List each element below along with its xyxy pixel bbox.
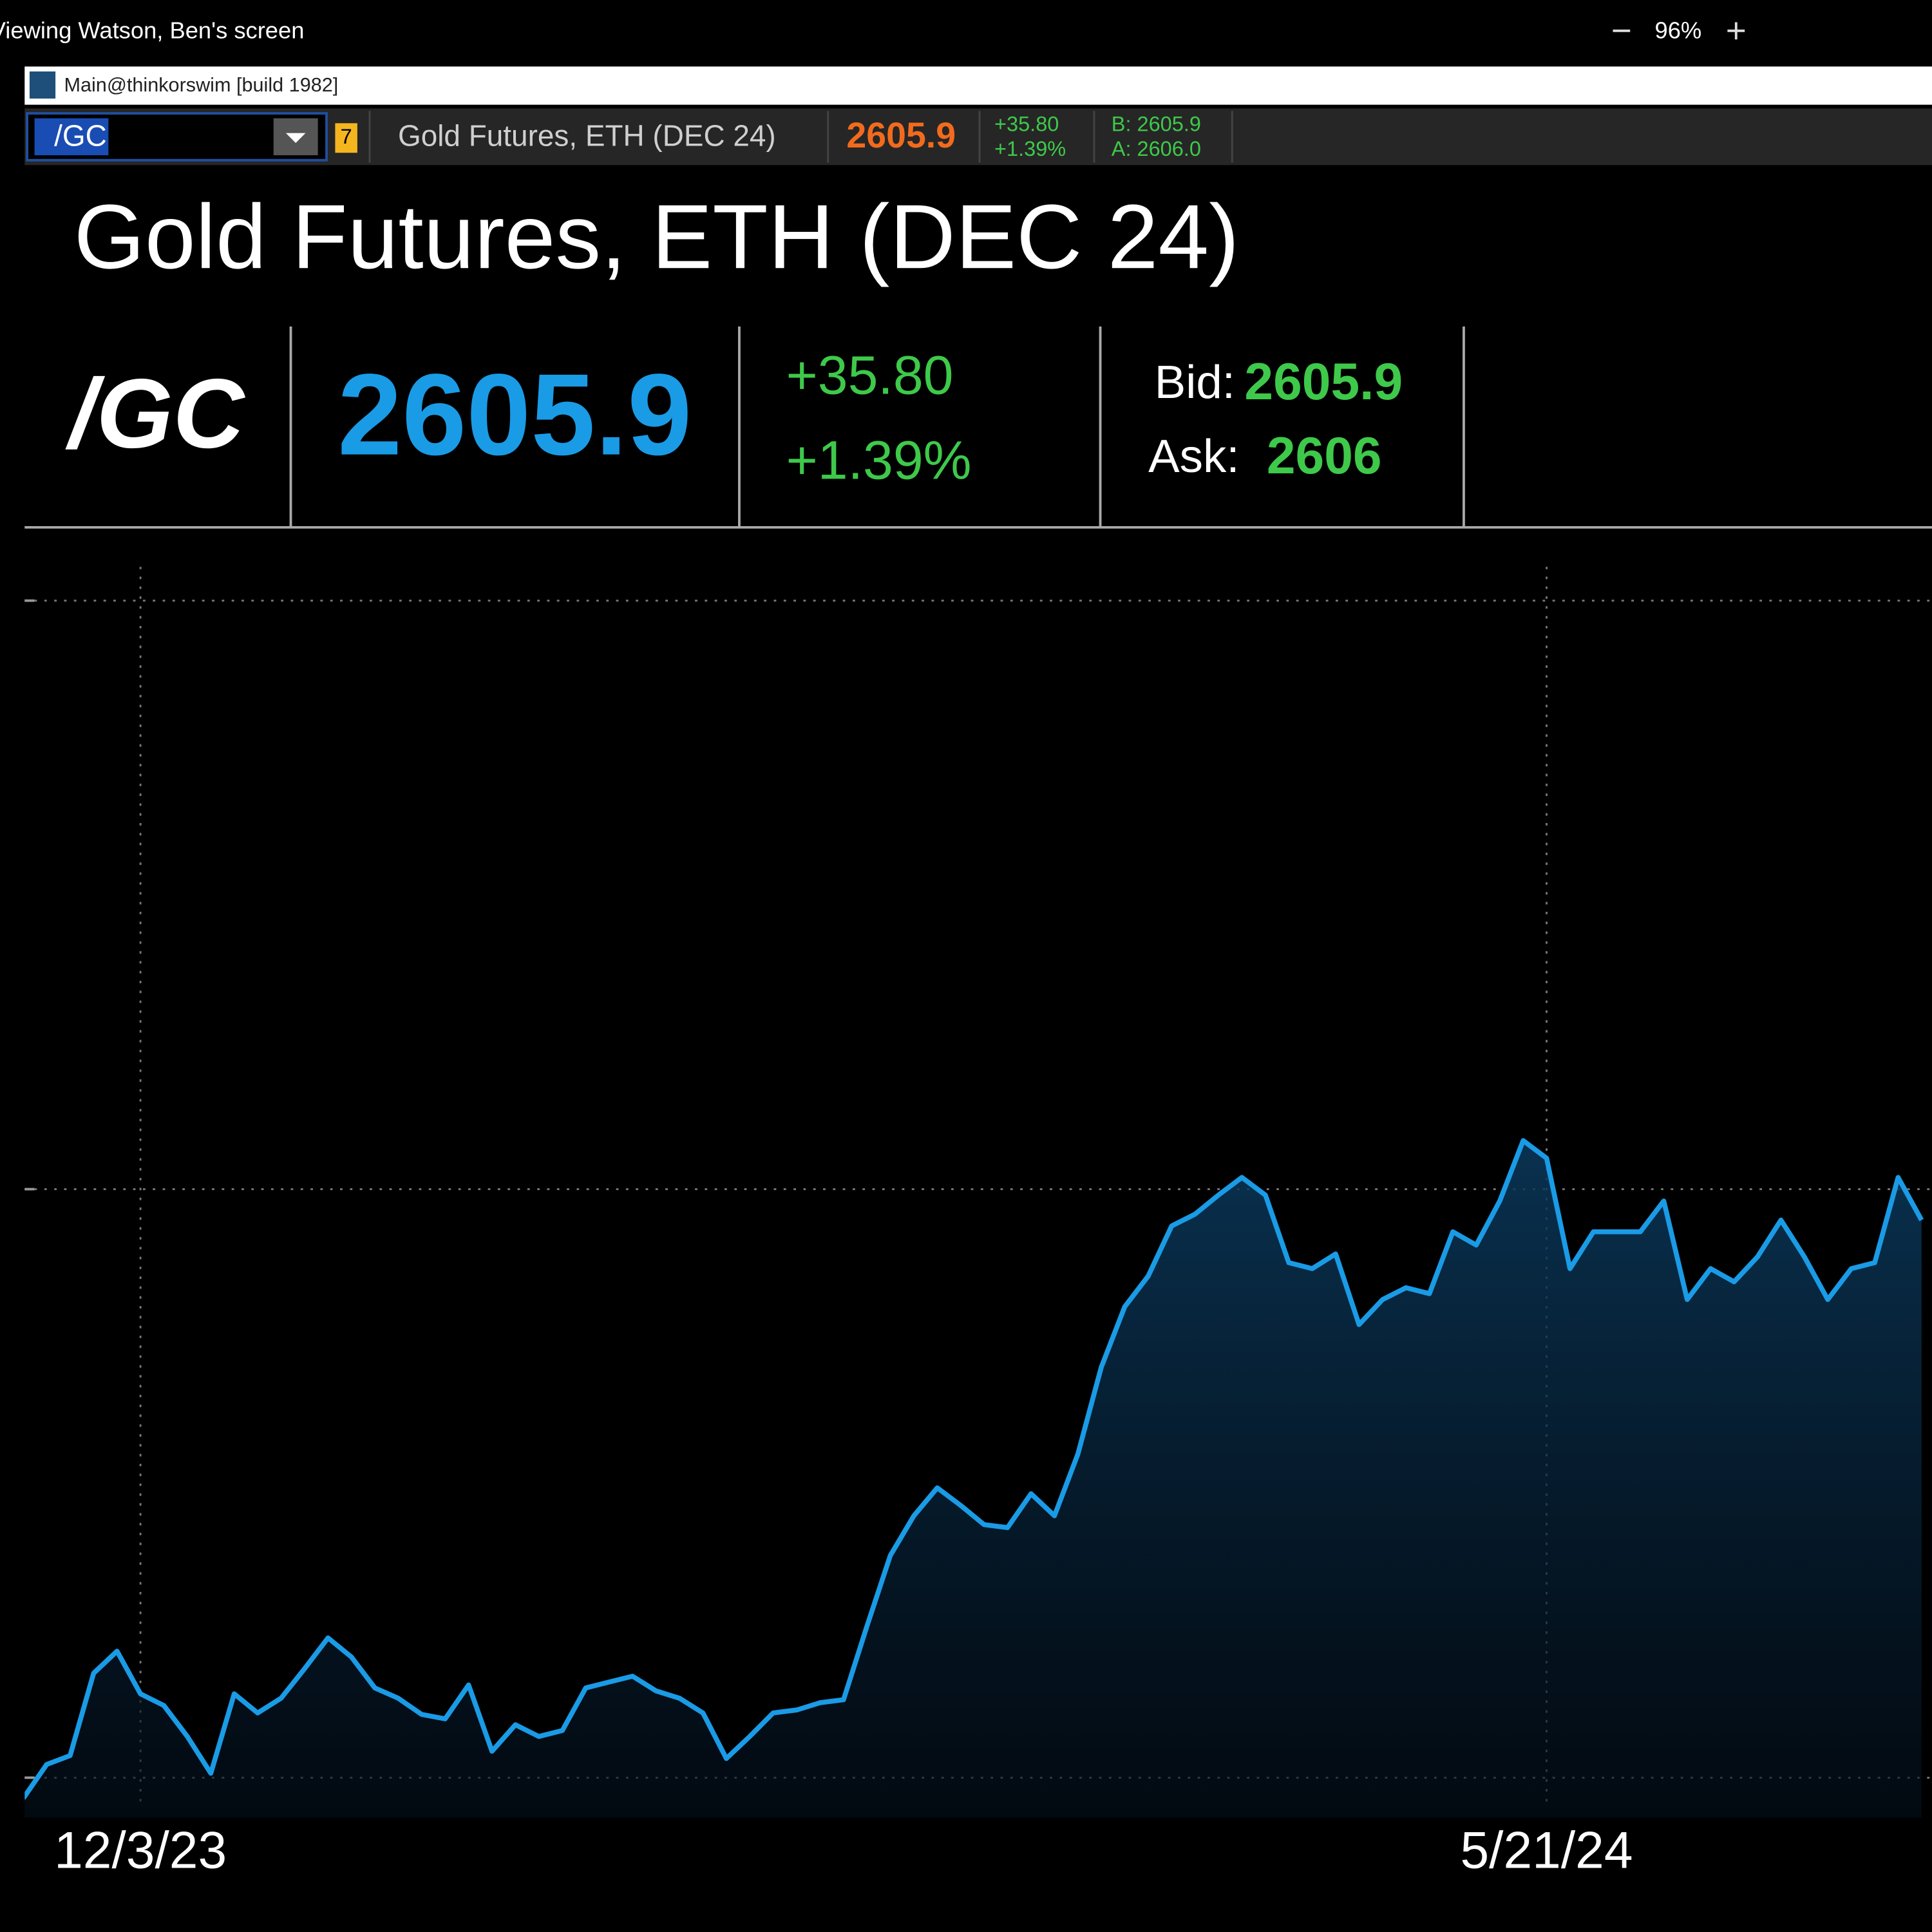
badge-text: 7 bbox=[341, 125, 352, 148]
toolbar-description: Gold Futures, ETH (DEC 24) bbox=[398, 118, 776, 152]
dropdown-arrow bbox=[285, 133, 306, 143]
toolbar-separators bbox=[368, 111, 1233, 163]
app-icon bbox=[29, 71, 56, 99]
symbol-highlight bbox=[34, 118, 109, 156]
toolbar-ask: A: 2606.0 bbox=[1112, 137, 1201, 160]
quote-title: Gold Futures, ETH (DEC 24) bbox=[74, 186, 1240, 288]
quote-last: 2605.9 bbox=[337, 350, 692, 480]
x-tick-label: 5/21/24 bbox=[1460, 1822, 1633, 1880]
app-title: Main@thinkorswim [build 1982] bbox=[64, 74, 338, 96]
badge[interactable] bbox=[335, 123, 357, 153]
viewing-label: Viewing Watson, Ben's screen bbox=[0, 17, 304, 43]
x-tick-label: 12/3/23 bbox=[54, 1822, 227, 1880]
symbol-text: /GC bbox=[54, 118, 107, 152]
toolbar-last: 2605.9 bbox=[846, 115, 956, 155]
ask-value: 2606 bbox=[1267, 427, 1382, 485]
bid-value: 2605.9 bbox=[1244, 353, 1403, 411]
zoom-in[interactable] bbox=[1727, 22, 1745, 40]
toolbar-bid: B: 2605.9 bbox=[1112, 113, 1201, 136]
quote-separators bbox=[24, 327, 1932, 529]
quote-change-pct: +1.39% bbox=[786, 430, 972, 491]
bid-label: Bid: bbox=[1155, 356, 1235, 408]
area-fill bbox=[24, 1141, 1922, 1818]
zoom-level: 96% bbox=[1654, 17, 1701, 43]
toolbar-change-pct: +1.39% bbox=[994, 137, 1066, 160]
app-title-bar bbox=[24, 66, 1932, 105]
series bbox=[24, 1138, 1924, 1818]
chart: 12/3/23 5/21/24 bbox=[24, 567, 1932, 1880]
toolbar-change: +35.80 bbox=[994, 113, 1059, 136]
quote-symbol: /GC bbox=[65, 359, 246, 469]
ask-label: Ask: bbox=[1148, 430, 1239, 482]
price-line bbox=[24, 1138, 1924, 1800]
quote-change: +35.80 bbox=[786, 345, 954, 406]
